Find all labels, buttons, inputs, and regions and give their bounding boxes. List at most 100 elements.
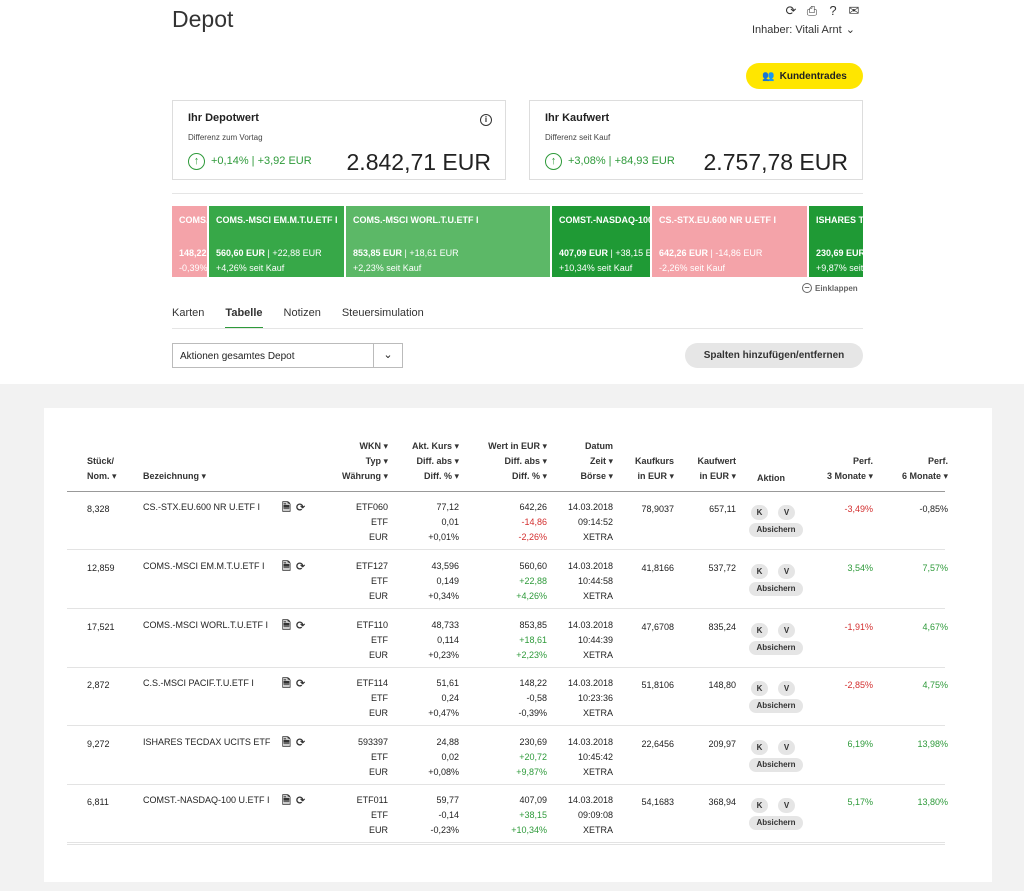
divider bbox=[172, 328, 863, 329]
table-row[interactable]: 2,872 C.S.-MSCI PACIF.T.U.ETF I 🗎 ⟳ ETF114 ET… bbox=[67, 668, 948, 726]
header-kaufkurs[interactable]: Kaufkurs in EUR ▾ bbox=[634, 456, 674, 481]
owner-label: Inhaber: Vitali Arnt bbox=[752, 23, 842, 36]
header-wkn[interactable]: WKN ▾ Typ ▾ Währung ▾ bbox=[341, 441, 388, 481]
tab-tabelle[interactable]: Tabelle bbox=[225, 307, 263, 329]
table-row[interactable]: 6,811 COMST.-NASDAQ-100 U.ETF I 🗎 ⟳ ETF011 ET… bbox=[67, 785, 948, 843]
absichern-button[interactable]: Absichern bbox=[749, 582, 803, 596]
sell-button[interactable]: V bbox=[778, 798, 795, 813]
table-row[interactable]: 9,272 ISHARES TECDAX UCITS ETF 🗎 ⟳ 593397 ETF… bbox=[67, 727, 948, 785]
heatmap-tile[interactable]: ISHARES TECDAX UCITS ETF 230,69 EUR | +20… bbox=[809, 206, 863, 277]
tab-karten[interactable]: Karten bbox=[172, 307, 205, 319]
cell-perf6: -0,85% bbox=[919, 504, 948, 514]
absichern-button[interactable]: Absichern bbox=[749, 641, 803, 655]
sell-button[interactable]: V bbox=[778, 681, 795, 696]
table-row[interactable]: 12,859 COMS.-MSCI EM.M.T.U.ETF I 🗎 ⟳ ETF127 E… bbox=[67, 551, 948, 609]
header-perf3[interactable]: Perf. 3 Monate ▾ bbox=[826, 456, 873, 481]
buy-button[interactable]: K bbox=[751, 564, 768, 579]
sell-button[interactable]: V bbox=[778, 564, 795, 579]
divider bbox=[67, 844, 945, 845]
heatmap-tile[interactable]: CS.-STX.EU.600 NR U.ETF I 642,26 EUR | -1… bbox=[652, 206, 807, 277]
sell-button[interactable]: V bbox=[778, 505, 795, 520]
table-row[interactable]: 17,521 COMS.-MSCI WORL.T.U.ETF I 🗎 ⟳ ETF110 E… bbox=[67, 610, 948, 668]
refresh-icon[interactable]: ⟳ bbox=[785, 3, 797, 18]
refresh-icon[interactable]: ⟳ bbox=[296, 620, 306, 632]
cell-name[interactable]: CS.-STX.EU.600 NR U.ETF I bbox=[143, 502, 261, 512]
cell-kurs: 24,88 0,02 +0,08% bbox=[428, 737, 459, 777]
header-kaufwert[interactable]: Kaufwert in EUR ▾ bbox=[697, 456, 736, 481]
header-kurs[interactable]: Akt. Kurs ▾ Diff. abs ▾ Diff. % ▾ bbox=[411, 441, 459, 481]
table-row[interactable]: 8,328 CS.-STX.EU.600 NR U.ETF I 🗎 ⟳ ETF060 ET… bbox=[67, 492, 948, 550]
columns-button[interactable]: Spalten hinzufügen/entfernen bbox=[685, 343, 863, 368]
cell-datum: 14.03.2018 09:09:08 XETRA bbox=[567, 795, 613, 835]
header-perf6[interactable]: Perf. 6 Monate ▾ bbox=[901, 456, 948, 481]
heatmap: COMS.-MSCI 148,22 EUR | -0,58 -0,39% seit … bbox=[172, 206, 863, 277]
tile-change: +2,23% seit Kauf bbox=[353, 263, 422, 273]
heatmap-tile[interactable]: COMS.-MSCI EM.M.T.U.ETF I 560,60 EUR | +2… bbox=[209, 206, 344, 277]
kundentrades-button[interactable]: 👥 Kundentrades bbox=[746, 63, 863, 89]
sell-button[interactable]: V bbox=[778, 623, 795, 638]
refresh-icon[interactable]: ⟳ bbox=[296, 678, 306, 690]
refresh-icon[interactable]: ⟳ bbox=[296, 561, 306, 573]
cell-stueck: 9,272 bbox=[87, 739, 110, 749]
document-icon[interactable]: 🗎 bbox=[282, 502, 291, 514]
header-wert[interactable]: Wert in EUR ▾ Diff. abs ▾ Diff. % ▾ bbox=[488, 441, 547, 481]
heatmap-tile[interactable]: COMS.-MSCI 148,22 EUR | -0,58 -0,39% seit … bbox=[172, 206, 207, 277]
card-diff: +3,08% | +84,93 EUR bbox=[568, 155, 675, 167]
mail-icon[interactable]: ✉ bbox=[848, 3, 860, 18]
header-stueck[interactable]: Stück/Nom. ▾ bbox=[87, 456, 117, 481]
document-icon[interactable]: 🗎 bbox=[282, 737, 291, 749]
cell-kaufkurs: 54,1683 bbox=[641, 797, 674, 807]
cell-name[interactable]: COMST.-NASDAQ-100 U.ETF I bbox=[143, 795, 270, 805]
refresh-icon[interactable]: ⟳ bbox=[296, 502, 306, 514]
heatmap-tile[interactable]: COMST.-NASDAQ-100 U.ETF I 407,09 EUR | +3… bbox=[552, 206, 650, 277]
tab-notizen[interactable]: Notizen bbox=[283, 307, 321, 319]
heatmap-tile[interactable]: COMS.-MSCI WORL.T.U.ETF I 853,85 EUR | +1… bbox=[346, 206, 550, 277]
document-icon[interactable]: 🗎 bbox=[282, 561, 291, 573]
row-icons: 🗎 ⟳ bbox=[282, 795, 307, 807]
sell-button[interactable]: V bbox=[778, 740, 795, 755]
print-icon[interactable]: ⎙ bbox=[806, 3, 818, 18]
cell-datum: 14.03.2018 10:23:36 XETRA bbox=[567, 678, 613, 718]
buy-button[interactable]: K bbox=[751, 798, 768, 813]
document-icon[interactable]: 🗎 bbox=[282, 795, 291, 807]
header-bezeichnung[interactable]: Bezeichnung ▾ bbox=[143, 471, 207, 481]
refresh-icon[interactable]: ⟳ bbox=[296, 795, 306, 807]
document-icon[interactable]: 🗎 bbox=[282, 620, 291, 632]
document-icon[interactable]: 🗎 bbox=[282, 678, 291, 690]
buy-button[interactable]: K bbox=[751, 740, 768, 755]
chevron-down-icon[interactable]: ⌄ bbox=[373, 344, 402, 367]
cell-kurs: 51,61 0,24 +0,47% bbox=[428, 678, 459, 718]
cell-name[interactable]: C.S.-MSCI PACIF.T.U.ETF I bbox=[143, 678, 254, 688]
tab-steuersimulation[interactable]: Steuersimulation bbox=[341, 307, 424, 319]
users-icon: 👥 bbox=[762, 70, 775, 82]
absichern-button[interactable]: Absichern bbox=[749, 816, 803, 830]
cell-wkn: ETF060 ETF EUR bbox=[355, 502, 388, 542]
cell-name[interactable]: ISHARES TECDAX UCITS ETF bbox=[143, 737, 271, 747]
cell-datum: 14.03.2018 10:45:42 XETRA bbox=[567, 737, 613, 777]
card-diff: +0,14% | +3,92 EUR bbox=[211, 155, 312, 167]
cell-name[interactable]: COMS.-MSCI WORL.T.U.ETF I bbox=[143, 620, 268, 630]
action-filter-select[interactable]: Aktionen gesamtes Depot ⌄ bbox=[172, 343, 403, 368]
buy-button[interactable]: K bbox=[751, 505, 768, 520]
refresh-icon[interactable]: ⟳ bbox=[296, 737, 306, 749]
page-title: Depot bbox=[172, 6, 234, 32]
absichern-button[interactable]: Absichern bbox=[749, 758, 803, 772]
absichern-button[interactable]: Absichern bbox=[749, 699, 803, 713]
cell-kaufkurs: 41,8166 bbox=[641, 563, 674, 573]
help-icon[interactable]: ? bbox=[829, 3, 837, 18]
info-icon[interactable]: i bbox=[480, 114, 492, 126]
collapse-button[interactable]: – Einklappen bbox=[802, 283, 858, 293]
buy-button[interactable]: K bbox=[751, 623, 768, 638]
header-datum[interactable]: Datum Zeit ▾ Börse ▾ bbox=[580, 441, 613, 481]
absichern-button[interactable]: Absichern bbox=[749, 523, 803, 537]
card-title: Ihr Depotwert bbox=[188, 112, 259, 124]
owner-selector[interactable]: Inhaber: Vitali Arnt ⌄ bbox=[752, 23, 855, 37]
cell-name[interactable]: COMS.-MSCI EM.M.T.U.ETF I bbox=[143, 561, 265, 571]
card-value: 2.757,78 EUR bbox=[703, 149, 848, 175]
cell-perf3: 6,19% bbox=[847, 739, 873, 749]
header-divider bbox=[67, 491, 945, 492]
buy-button[interactable]: K bbox=[751, 681, 768, 696]
